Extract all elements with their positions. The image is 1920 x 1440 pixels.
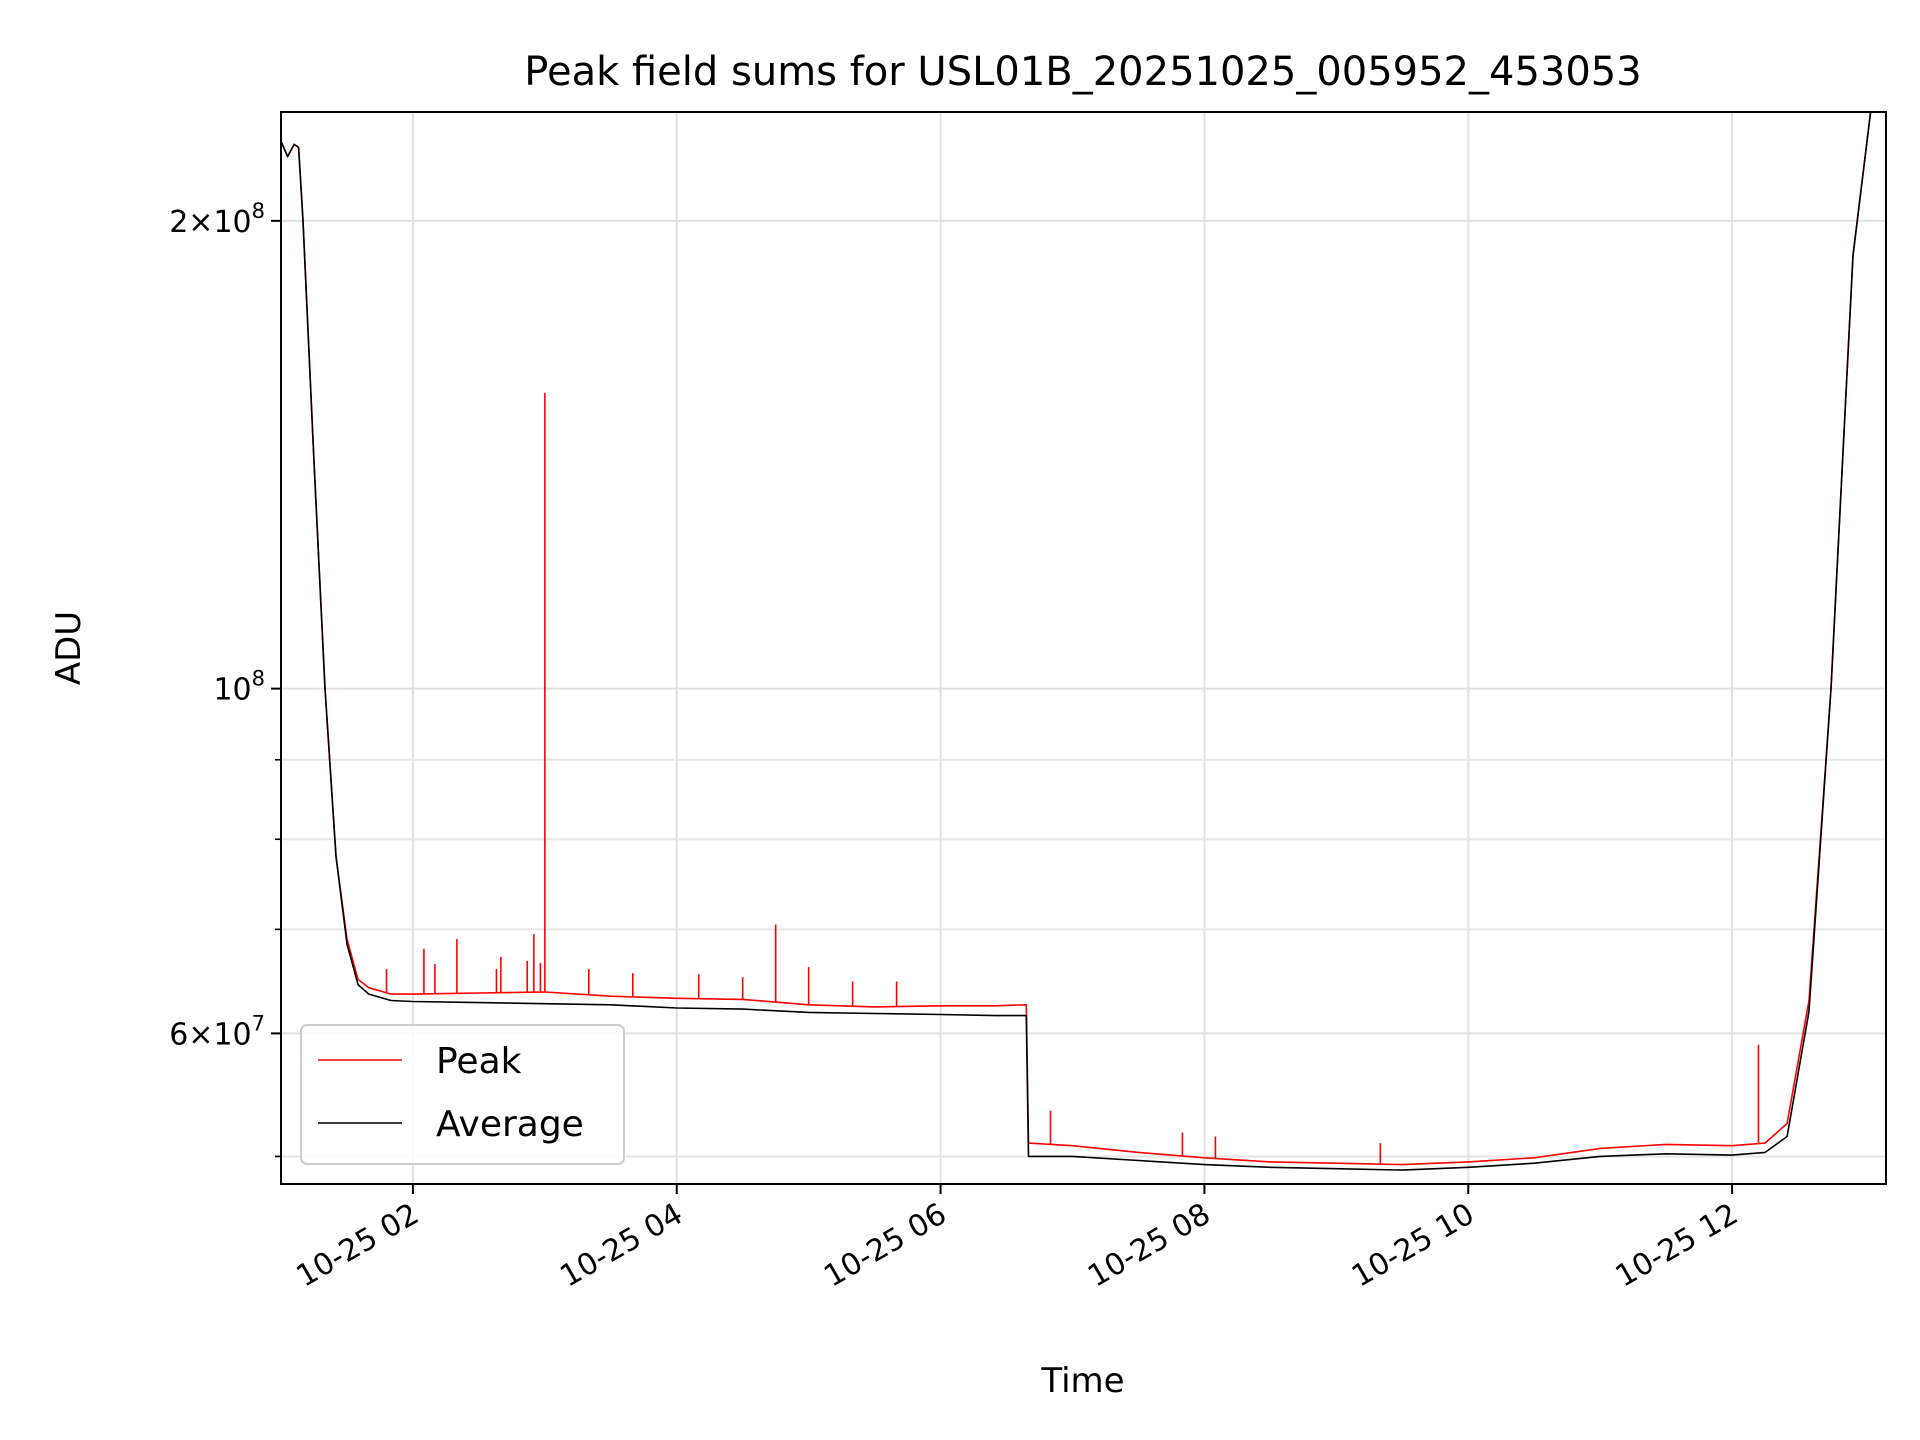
chart-title: Peak field sums for USL01B_20251025_0059…: [524, 49, 1641, 95]
y-tick-label: 6×107: [169, 1011, 265, 1052]
series-line-average: [281, 112, 1886, 1171]
plot-frame: [280, 111, 1887, 1185]
legend: Peak Average: [300, 1024, 625, 1165]
x-axis-label: Time: [1040, 1361, 1124, 1401]
legend-label-peak: Peak: [436, 1041, 522, 1082]
y-tick-label: 2×108: [169, 199, 265, 240]
y-tick-label: 108: [213, 667, 265, 708]
series-layer: [281, 112, 1886, 1171]
y-axis-label: ADU: [49, 611, 89, 685]
legend-label-average: Average: [436, 1104, 584, 1145]
